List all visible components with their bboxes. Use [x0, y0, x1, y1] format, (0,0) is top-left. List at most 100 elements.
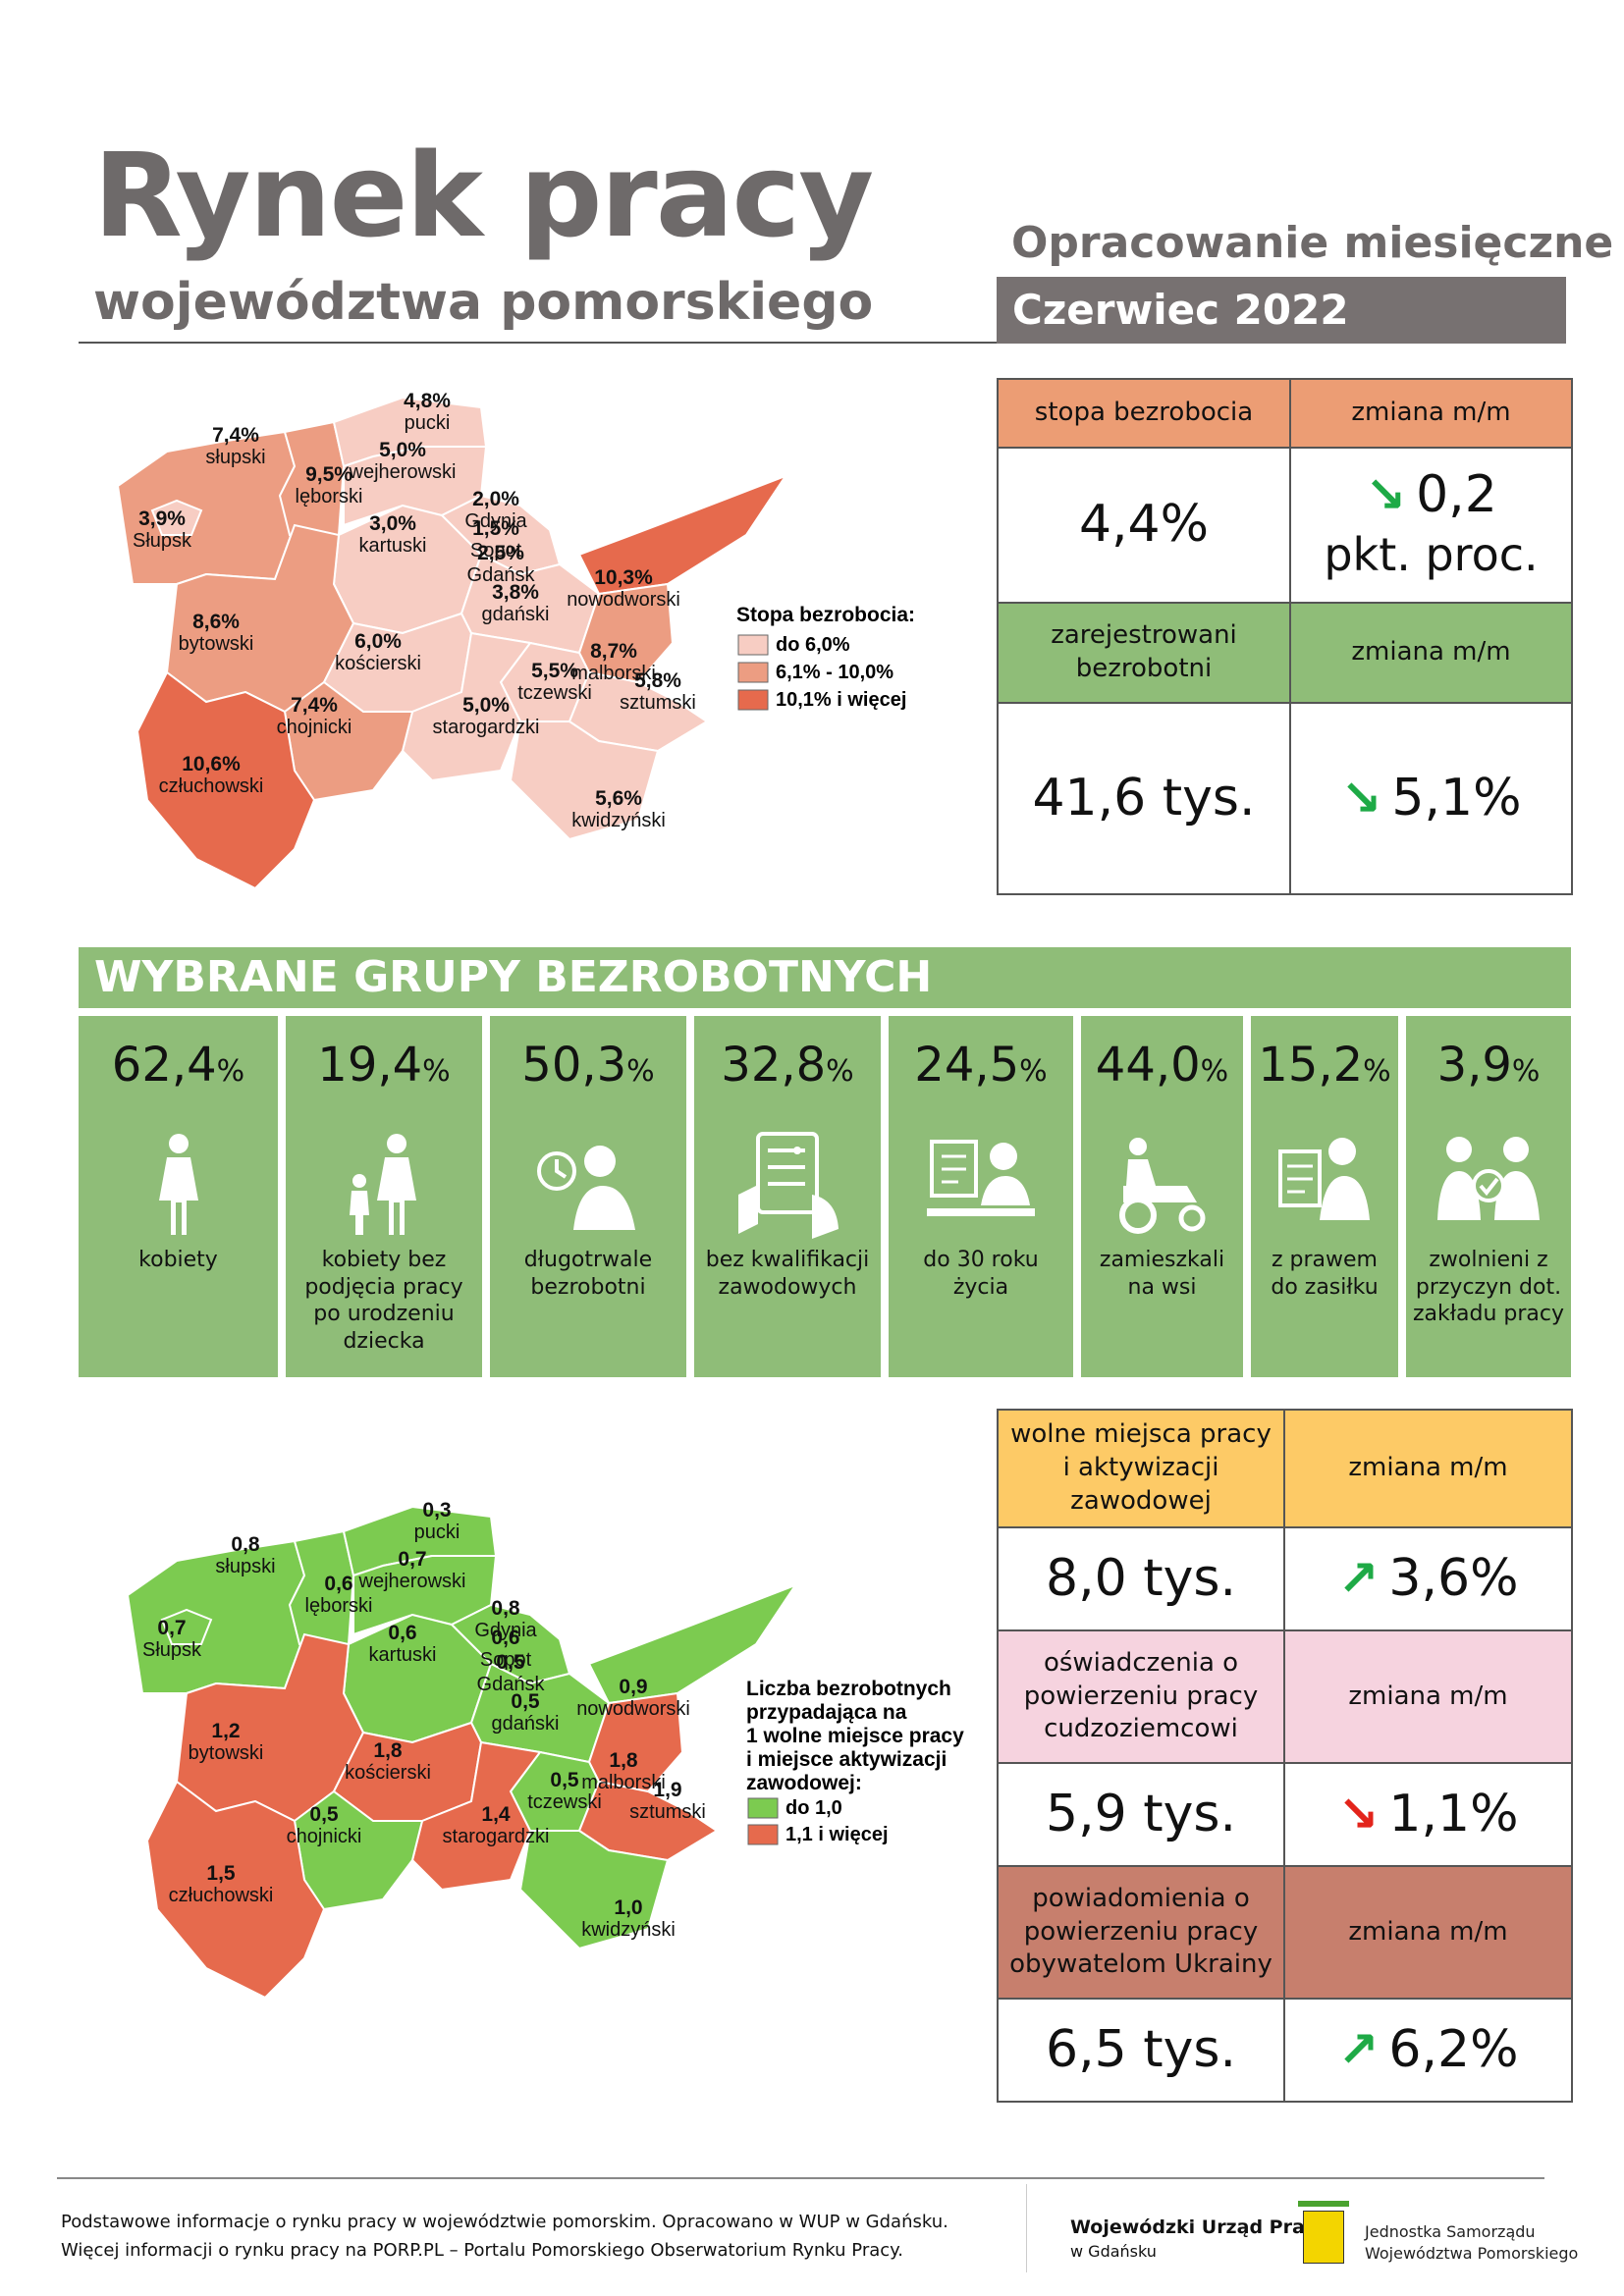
map2-legend-item: do 1,0: [785, 1797, 842, 1819]
region-name: starogardzki: [433, 717, 540, 738]
group-label: zamieszkali na wsi: [1099, 1248, 1225, 1300]
arrow-up-green-icon: ↗: [1337, 1549, 1380, 1607]
region-name: kościerski: [335, 653, 421, 674]
vacancies-value: 8,0 tys.: [997, 1526, 1285, 1631]
declarations-change-label: zmiana m/m: [1283, 1629, 1573, 1764]
unemployment-table: stopa bezrobocia zmiana m/m 4,4% ↘ 0,2 pk…: [997, 378, 1573, 895]
rate-change-unit: pkt. proc.: [1324, 528, 1539, 581]
region-value: 0,6: [324, 1573, 352, 1595]
region-name: gdański: [482, 604, 550, 625]
arrow-up-green-icon: ↗: [1337, 2020, 1380, 2078]
map2-legend-item: 1,1 i więcej: [785, 1824, 889, 1845]
region-name: tczewski: [527, 1791, 602, 1813]
region-value: 6,0%: [354, 630, 402, 653]
mother-child-icon: [286, 1122, 482, 1259]
tractor-icon: [1081, 1122, 1243, 1259]
unemployed-per-vacancy-map: 0,3 pucki 0,8 słupski 0,7 wejherowski 0,6 lębor…: [118, 1497, 982, 2007]
group-value: 15,2: [1258, 1038, 1364, 1093]
region-value: 1,5%: [472, 517, 519, 540]
region-name: kwidzyński: [581, 1919, 676, 1941]
checklist-hand-icon: [694, 1122, 881, 1259]
region-name: Sopot: [480, 1649, 532, 1671]
groups-heading: WYBRANE GRUPY BEZROBOTNYCH: [79, 947, 1571, 1008]
region-value: 5,8%: [634, 669, 681, 692]
region-value: 5,5%: [531, 660, 578, 682]
group-card: 15,2% z prawem do zasiłku: [1251, 1016, 1398, 1377]
offers-table: wolne miejsca pracy i aktywizacji zawodo…: [997, 1409, 1573, 2103]
registered-change-label: zmiana m/m: [1289, 602, 1573, 704]
griffin-crest-icon: [1303, 2211, 1344, 2264]
footer-text: Podstawowe informacje o rynku pracy w wo…: [61, 2209, 948, 2266]
region-value: 0,3: [422, 1499, 451, 1522]
region-value: 8,7%: [590, 640, 637, 663]
region-value: 0,8: [491, 1597, 520, 1620]
region-name: malborski: [571, 663, 656, 684]
region-value: 7,4%: [291, 694, 338, 717]
region-slupsk: [150, 499, 203, 536]
declarations-label: oświadczenia o powierzeniu pracy cudzozi…: [997, 1629, 1285, 1764]
region-value: 10,3%: [594, 566, 653, 589]
registered-label: zarejestrowani bezrobotni: [997, 602, 1291, 704]
region-value: 0,6: [491, 1627, 519, 1649]
region-name: malborski: [581, 1772, 666, 1793]
map1-legend-title: Stopa bezrobocia:: [736, 604, 915, 626]
region-value: 0,5: [496, 1651, 525, 1674]
region-starogardzki: [410, 1740, 542, 1892]
benefit-document-icon: [1251, 1122, 1398, 1259]
region-value: 0,7: [157, 1617, 186, 1639]
region-czluchowski: [135, 670, 316, 890]
region-value: 10,6%: [182, 753, 241, 775]
map1-legend-item: 10,1% i więcej: [776, 689, 906, 711]
region-value: 0,7: [398, 1548, 426, 1571]
vacancies-change: ↗ 3,6%: [1283, 1526, 1573, 1631]
map2-legend-title: zawodowej:: [746, 1772, 862, 1794]
region-name: bytowski: [179, 633, 254, 655]
region-value: 0,5: [550, 1769, 579, 1791]
region-name: słupski: [215, 1556, 275, 1577]
wup-logo-text: Wojewódzki Urząd Pracy w Gdańsku: [1070, 2216, 1328, 2261]
rate-change: ↘ 0,2 pkt. proc.: [1289, 447, 1573, 604]
crest-bar: [1298, 2201, 1349, 2207]
region-name: nowodworski: [576, 1698, 690, 1720]
region-name: chojnicki: [277, 717, 352, 738]
region-value: 2,5%: [477, 542, 524, 564]
region-value: 3,0%: [369, 512, 416, 535]
region-value: 3,9%: [138, 507, 186, 530]
region-value: 0,5: [511, 1690, 540, 1713]
footer-line-link[interactable]: Więcej informacji o rynku pracy na PORP.…: [61, 2239, 903, 2261]
vacancies-change-label: zmiana m/m: [1283, 1409, 1573, 1528]
region-name: Gdańsk: [467, 564, 536, 586]
region-name: Gdynia: [464, 510, 527, 532]
region-name: wejherowski: [349, 461, 457, 483]
region-name: Słupsk: [133, 530, 192, 552]
region-value: 1,5: [206, 1862, 236, 1885]
region-name: starogardzki: [443, 1826, 550, 1847]
group-value: 44,0: [1095, 1038, 1201, 1093]
footer-logos: [1026, 2184, 1572, 2272]
region-kwidzynski: [518, 1830, 670, 1950]
rate-label: stopa bezrobocia: [997, 378, 1291, 449]
page-subtitle: województwa pomorskiego: [93, 273, 874, 332]
region-value: 2,0%: [472, 488, 519, 510]
map2-legend-title: i miejsce aktywizacji: [746, 1748, 947, 1771]
report-type: Opracowanie miesięczne: [1011, 218, 1614, 268]
region-value: 1,9: [653, 1779, 681, 1801]
region-name: Sopot: [470, 540, 522, 561]
registered-change: ↘ 5,1%: [1289, 702, 1573, 895]
group-value: 50,3: [521, 1038, 627, 1093]
rate-value: 4,4%: [997, 447, 1291, 604]
dismissed-workers-icon: [1406, 1122, 1571, 1259]
region-name: chojnicki: [287, 1826, 362, 1847]
rate-change-label: zmiana m/m: [1289, 378, 1573, 449]
region-name: bytowski: [189, 1742, 264, 1764]
group-label: kobiety: [138, 1248, 218, 1272]
map2-legend-title: Liczba bezrobotnych: [746, 1678, 951, 1700]
region-name: Słupsk: [142, 1639, 202, 1661]
notifications-value: 6,5 tys.: [997, 1998, 1285, 2103]
region-name: sztumski: [620, 692, 696, 714]
group-card: 62,4% kobiety: [79, 1016, 278, 1377]
footer-divider: [57, 2177, 1544, 2179]
region-kwidzynski: [509, 721, 660, 841]
region-name: wejherowski: [358, 1571, 466, 1592]
arrow-down-green-icon: ↘: [1365, 466, 1407, 524]
